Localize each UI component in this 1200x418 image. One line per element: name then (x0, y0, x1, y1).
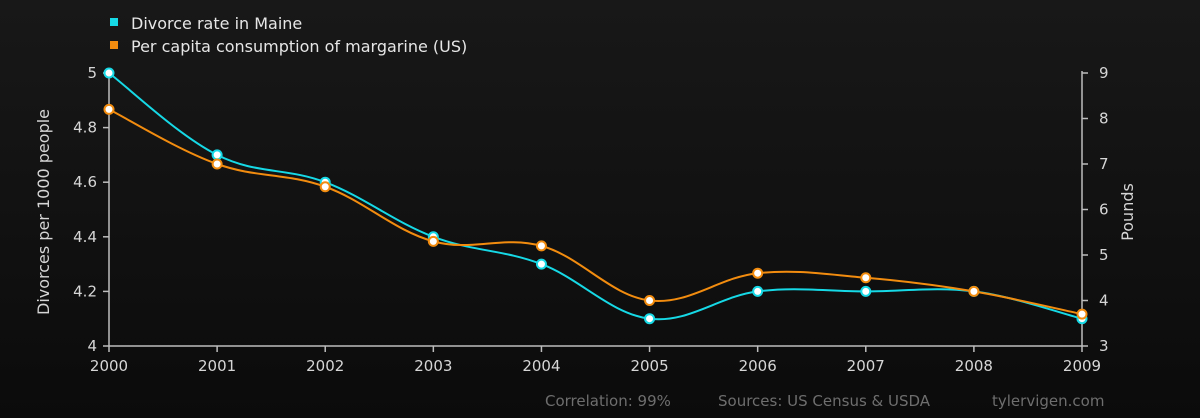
y-tick-label-left: 4.8 (73, 119, 97, 137)
data-point-margarine (644, 295, 656, 306)
data-point-margarine (535, 240, 547, 252)
y-axis-left-title: Divorces per 1000 people (34, 109, 53, 315)
y-tick-label-right: 8 (1099, 110, 1109, 128)
legend-label-divorce: Divorce rate in Maine (131, 14, 302, 33)
y-tick-label-left: 4.6 (73, 173, 97, 191)
x-tick-label: 2009 (1063, 357, 1101, 375)
data-point-margarine (319, 181, 331, 193)
x-tick-label: 2002 (306, 357, 344, 375)
x-tick-label: 2007 (847, 357, 885, 375)
data-point-divorce (644, 313, 656, 325)
x-tick-label: 2008 (955, 357, 993, 375)
y-tick-label-right: 4 (1099, 292, 1109, 310)
footer-correlation: Correlation: 99% (545, 392, 671, 410)
data-point-divorce (103, 67, 115, 79)
x-tick-label: 2003 (414, 357, 452, 375)
y-tick-label-right: 3 (1099, 337, 1109, 355)
data-point-margarine (752, 267, 764, 279)
data-point-divorce (752, 285, 764, 297)
data-point-margarine (968, 285, 980, 297)
data-point-margarine (211, 158, 223, 170)
x-tick-label: 2004 (522, 357, 560, 375)
data-point-margarine (103, 103, 115, 115)
y-tick-label-right: 9 (1099, 64, 1109, 82)
y-axis-right-title: Pounds (1118, 183, 1137, 241)
y-tick-label-right: 6 (1099, 201, 1109, 219)
legend: Divorce rate in Maine Per capita consump… (110, 14, 467, 56)
x-tick-label: 2000 (90, 357, 128, 375)
data-point-divorce (211, 149, 223, 161)
data-point-divorce (535, 258, 547, 270)
data-point-divorce (860, 285, 872, 297)
series-layer (103, 67, 1088, 325)
footer-site: tylervigen.com (992, 392, 1104, 410)
x-tick-label: 2001 (198, 357, 236, 375)
data-point-margarine (860, 272, 872, 284)
y-tick-label-right: 5 (1099, 246, 1109, 264)
series-line-divorce (108, 72, 1083, 321)
data-point-margarine (427, 235, 439, 247)
legend-label-margarine: Per capita consumption of margarine (US) (131, 37, 467, 56)
y-tick-label-left: 4.4 (73, 228, 97, 246)
y-tick-label-left: 4 (87, 337, 97, 355)
footer: Correlation: 99% Sources: US Census & US… (545, 392, 1104, 410)
series-line-margarine (108, 108, 1083, 316)
x-tick-label: 2006 (739, 357, 777, 375)
y-tick-label-right: 7 (1099, 155, 1109, 173)
x-tick-label: 2005 (630, 357, 668, 375)
y-tick-label-left: 4.2 (73, 282, 97, 300)
axes: 2000 2001 2002 2003 2004 2005 2006 2007 2008 2009… (73, 64, 1108, 375)
legend-swatch-divorce (110, 18, 118, 26)
data-point-margarine (1076, 308, 1088, 320)
footer-sources: Sources: US Census & USDA (718, 392, 931, 410)
legend-swatch-margarine (110, 41, 118, 49)
y-tick-label-left: 5 (87, 64, 97, 82)
